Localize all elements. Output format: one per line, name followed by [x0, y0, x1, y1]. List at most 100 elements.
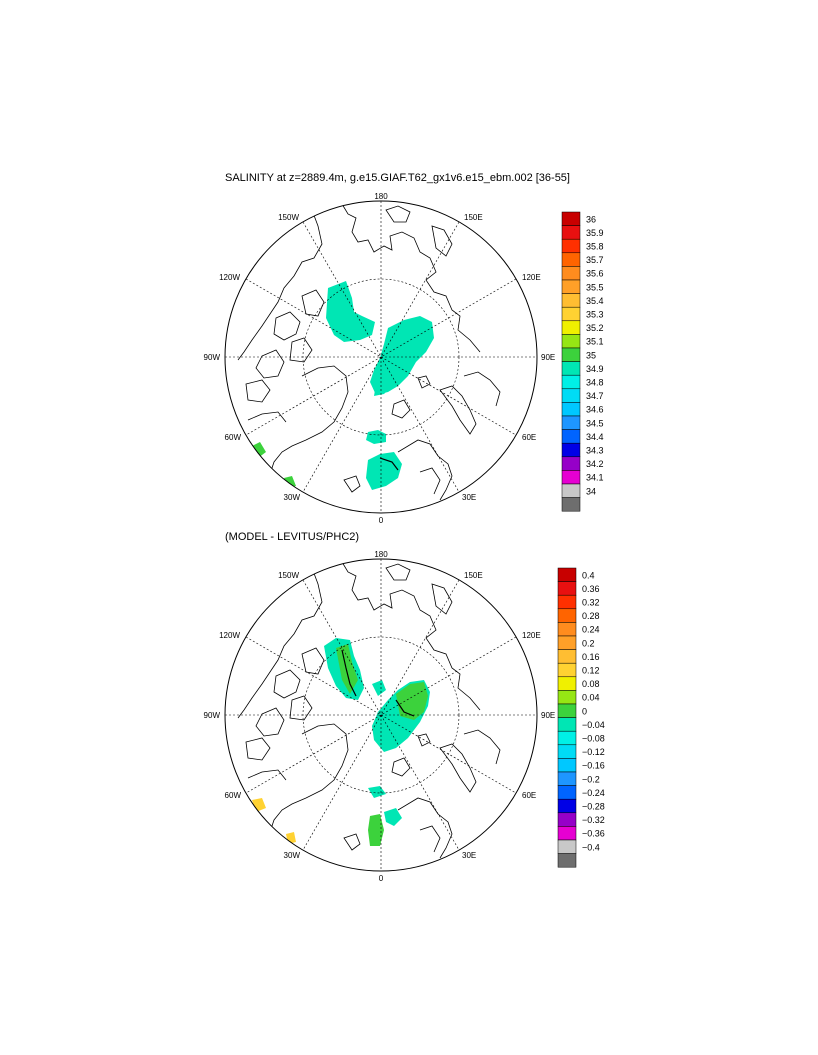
- lon-label-60w: 60W: [225, 433, 242, 442]
- colorbar-swatch: [557, 690, 577, 705]
- colorbar-label: 0.16: [582, 652, 600, 662]
- lon-label-120e: 120E: [522, 273, 541, 282]
- lon-label-150w: 150W: [278, 571, 299, 580]
- colorbar-label: 0.2: [582, 638, 595, 648]
- colorbar-label: 35.9: [586, 228, 604, 238]
- colorbar-label: 0.32: [582, 598, 600, 608]
- lon-label-30e: 30E: [462, 493, 476, 502]
- colorbar-label: 35.8: [586, 242, 604, 252]
- colorbar-label: 35.6: [586, 269, 604, 279]
- colorbar-swatch: [561, 293, 581, 308]
- colorbar-label: 34.1: [586, 473, 604, 483]
- colorbar-swatch: [557, 662, 577, 678]
- longitude-labels: 180 150E 120E 90E 60E 30E 0 30W 60W 90W …: [204, 550, 556, 883]
- colorbar-swatch: [561, 320, 581, 335]
- colorbar-label: 0.04: [582, 693, 600, 703]
- colorbar-swatch: [561, 306, 581, 322]
- coastlines: [237, 203, 501, 501]
- colorbar-label: 34.9: [586, 364, 604, 374]
- colorbar-label: 0.4: [582, 570, 595, 580]
- colorbar-swatch: [557, 717, 577, 732]
- colorbar-label: 35.2: [586, 323, 604, 333]
- colorbar-label: −0.24: [582, 788, 605, 798]
- colorbar-swatch: [561, 429, 581, 444]
- colorbar-label: 34: [586, 486, 596, 496]
- lon-label-90w: 90W: [204, 711, 221, 720]
- colorbar-label: 36: [586, 214, 596, 224]
- colorbar-label: 35.7: [586, 255, 604, 265]
- colorbar-label: 0.08: [582, 679, 600, 689]
- colorbar-swatch: [561, 374, 581, 390]
- colorbar-label: 35.3: [586, 310, 604, 320]
- colorbar-label: 35.4: [586, 296, 604, 306]
- longitude-labels: 180 150E 120E 90E 60E 30E 0 30W 60W 90W …: [204, 192, 556, 525]
- lon-label-120e: 120E: [522, 631, 541, 640]
- colorbar-swatch: [561, 388, 581, 403]
- lon-label-120w: 120W: [219, 631, 240, 640]
- colorbar-swatch: [557, 608, 577, 623]
- colorbar-label: −0.08: [582, 734, 605, 744]
- colorbar-swatch: [557, 798, 577, 814]
- polar-map-difference: 180 150E 120E 90E 60E 30E 0 30W 60W 90W …: [204, 550, 605, 883]
- colorbar-salinity: 36 35.9 35.8 35.7 35.6 35.5 35.4 35.3 35.2 35.1 35…: [561, 211, 604, 512]
- lon-label-120w: 120W: [219, 273, 240, 282]
- lon-label-150w: 150W: [278, 213, 299, 222]
- colorbar-swatch: [561, 238, 581, 254]
- colorbar-label: 34.3: [586, 446, 604, 456]
- colorbar-swatch: [561, 483, 581, 498]
- colorbar-swatch: [561, 442, 581, 458]
- colorbar-label: −0.2: [582, 774, 600, 784]
- colorbar-swatch: [561, 361, 581, 376]
- lon-label-60e: 60E: [522, 791, 536, 800]
- colorbar-swatch: [557, 703, 577, 718]
- lon-label-60e: 60E: [522, 433, 536, 442]
- panel-title-difference: (MODEL - LEVITUS/PHC2): [225, 531, 360, 543]
- lon-label-90e: 90E: [541, 353, 555, 362]
- colorbar-label: 0.36: [582, 584, 600, 594]
- colorbar-swatch: [557, 567, 577, 582]
- colorbar-swatch: [557, 676, 577, 691]
- polar-map-salinity: 180 150E 120E 90E 60E 30E 0 30W 60W 90W …: [204, 192, 604, 525]
- colorbar-swatch: [561, 266, 581, 281]
- colorbar-label: −0.32: [582, 815, 605, 825]
- lon-label-30w: 30W: [284, 851, 301, 860]
- lon-label-150e: 150E: [464, 213, 483, 222]
- colorbar-label: 34.7: [586, 391, 604, 401]
- graticule: [225, 201, 537, 513]
- colorbar-label: −0.16: [582, 761, 605, 771]
- colorbar-label: 34.4: [586, 432, 604, 442]
- colorbar-label: −0.36: [582, 829, 605, 839]
- lon-label-0: 0: [379, 874, 384, 883]
- colorbar-label: −0.04: [582, 720, 605, 730]
- colorbar-swatch: [557, 853, 577, 868]
- difference-shading: [252, 638, 430, 846]
- lon-label-180: 180: [374, 192, 388, 201]
- map-boundary: [224, 200, 538, 514]
- lon-label-90e: 90E: [541, 711, 555, 720]
- coastlines: [237, 561, 501, 859]
- colorbar-swatch: [561, 402, 581, 417]
- colorbar-swatch: [557, 758, 577, 773]
- colorbar-swatch: [557, 839, 577, 854]
- colorbar-swatch: [557, 771, 577, 786]
- colorbar-swatch: [557, 635, 577, 650]
- colorbar-swatch: [561, 470, 581, 485]
- graticule: [225, 559, 537, 871]
- colorbar-swatch: [561, 456, 581, 471]
- colorbar-swatch: [561, 334, 581, 349]
- lon-label-150e: 150E: [464, 571, 483, 580]
- colorbar-swatch: [557, 581, 577, 596]
- colorbar-label: 0: [582, 706, 587, 716]
- colorbar-swatch: [561, 415, 581, 430]
- colorbar-label: 34.5: [586, 418, 604, 428]
- colorbar-label: 0.24: [582, 625, 600, 635]
- lon-label-0: 0: [379, 516, 384, 525]
- colorbar-swatch: [557, 785, 577, 800]
- colorbar-label: 0.12: [582, 666, 600, 676]
- colorbar-swatch: [557, 594, 577, 610]
- lon-label-30e: 30E: [462, 851, 476, 860]
- lon-label-180: 180: [374, 550, 388, 559]
- colorbar-swatch: [561, 347, 581, 362]
- colorbar-swatch: [557, 649, 577, 664]
- colorbar-swatch: [561, 497, 581, 512]
